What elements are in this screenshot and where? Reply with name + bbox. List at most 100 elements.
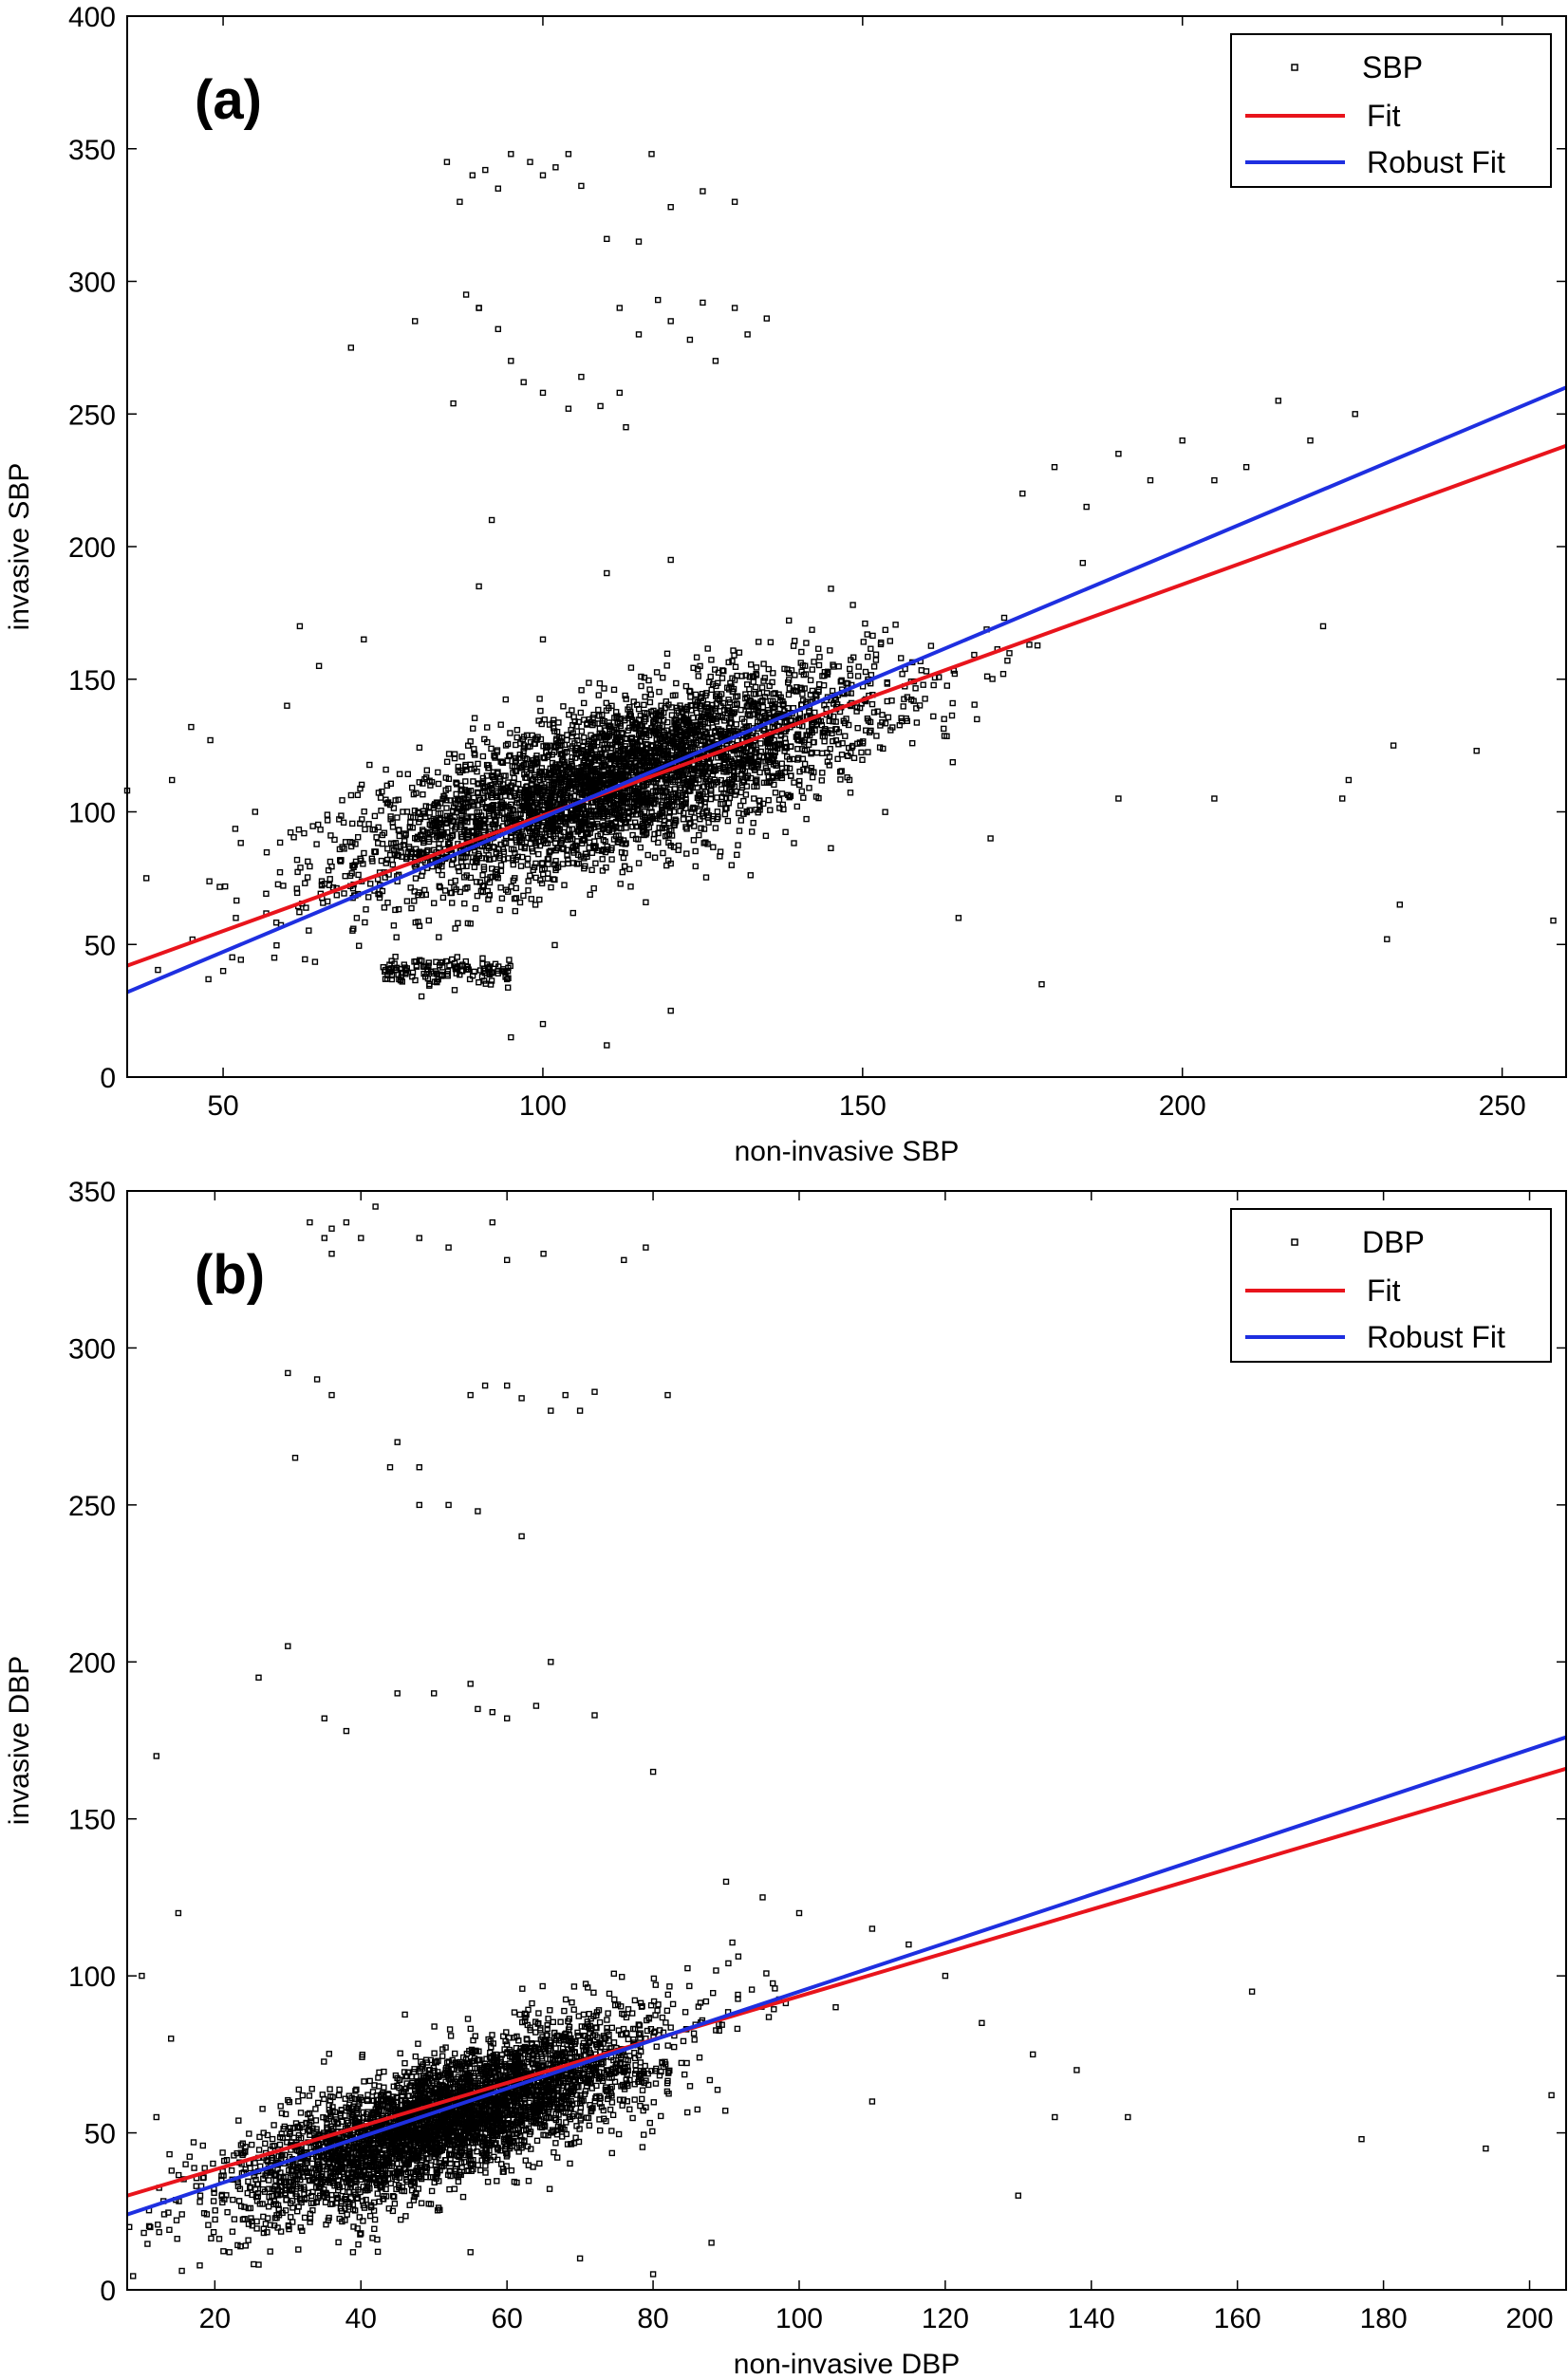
scatter-point <box>510 857 516 864</box>
scatter-point <box>697 791 703 799</box>
scatter-point <box>735 842 741 848</box>
scatter-point <box>779 801 786 809</box>
scatter-point <box>612 833 620 840</box>
scatter-point <box>683 850 690 857</box>
scatter-point <box>696 776 702 783</box>
scatter-point <box>409 825 416 831</box>
scatter-point <box>656 825 663 831</box>
scatter-point <box>653 783 660 790</box>
scatter-point <box>753 691 759 697</box>
scatter-point <box>790 687 796 694</box>
scatter-point <box>426 809 433 816</box>
scatter-point <box>516 752 523 758</box>
scatter-point <box>393 844 400 850</box>
scatter-point <box>762 716 770 722</box>
scatter-point <box>627 664 635 671</box>
scatter-point <box>524 855 532 862</box>
scatter-point <box>675 791 682 799</box>
scatter-point <box>458 807 466 813</box>
scatter-point <box>865 749 871 755</box>
scatter-point <box>620 808 627 814</box>
scatter-point <box>412 849 420 856</box>
scatter-point <box>587 891 593 898</box>
scatter-point <box>782 745 790 752</box>
scatter-point <box>892 622 899 628</box>
scatter-point <box>518 844 525 850</box>
scatter-point <box>457 808 464 815</box>
y-tick-label: 100 <box>68 798 116 829</box>
scatter-point <box>811 659 817 665</box>
scatter-point <box>474 768 480 775</box>
scatter-point <box>514 853 521 860</box>
scatter-point <box>443 758 451 765</box>
scatter-point <box>578 728 586 734</box>
scatter-point <box>617 744 625 751</box>
scatter-point <box>555 719 562 726</box>
scatter-point <box>464 799 471 806</box>
scatter-point <box>646 698 654 706</box>
scatter-point <box>355 871 362 879</box>
y-tick-label: 0 <box>100 1063 116 1094</box>
scatter-point <box>772 690 778 697</box>
scatter-point <box>464 815 471 822</box>
scatter-point <box>472 905 479 912</box>
scatter-point <box>775 771 782 777</box>
scatter-point <box>482 805 490 811</box>
scatter-point <box>808 751 814 757</box>
scatter-point <box>663 779 670 786</box>
scatter-point <box>400 842 407 848</box>
scatter-point <box>391 850 398 857</box>
scatter-point <box>717 713 724 719</box>
scatter-point <box>357 785 364 792</box>
scatter-point <box>497 884 504 891</box>
scatter-point <box>826 762 832 769</box>
scatter-point <box>632 823 640 829</box>
scatter-point <box>470 725 476 732</box>
scatter-point <box>849 602 856 608</box>
scatter-point <box>809 666 815 673</box>
scatter-point <box>753 807 759 813</box>
scatter-point <box>763 690 771 697</box>
scatter-point <box>496 906 503 914</box>
scatter-point <box>898 655 905 661</box>
scatter-point <box>471 715 478 721</box>
scatter-point <box>627 883 634 890</box>
scatter-point <box>948 712 956 719</box>
scatter-point <box>560 845 567 851</box>
scatter-point <box>750 679 756 685</box>
scatter-point <box>476 879 484 885</box>
scatter-point <box>869 632 876 640</box>
scatter-point <box>620 731 626 737</box>
scatter-point <box>390 922 398 929</box>
scatter-point <box>719 675 726 681</box>
scatter-point <box>349 863 356 869</box>
scatter-point <box>347 791 355 799</box>
scatter-point <box>600 837 607 844</box>
scatter-point <box>704 724 711 732</box>
scatter-point <box>455 796 461 804</box>
scatter-point <box>778 790 786 797</box>
scatter-point <box>671 802 678 809</box>
scatter-point <box>448 889 455 897</box>
scatter-point <box>409 784 416 791</box>
scatter-point <box>837 679 844 685</box>
scatter-point <box>477 887 485 894</box>
scatter-point <box>513 884 519 892</box>
scatter-point <box>513 727 521 734</box>
scatter-point <box>777 694 784 700</box>
scatter-point <box>491 753 498 760</box>
scatter-point <box>789 716 795 724</box>
y-tick-label: 150 <box>68 665 116 697</box>
y-tick-label: 400 <box>68 2 116 33</box>
scatter-point <box>738 716 745 722</box>
scatter-point <box>742 691 749 697</box>
scatter-point <box>809 626 815 633</box>
scatter-point <box>591 720 598 727</box>
scatter-point <box>383 800 390 807</box>
scatter-point <box>622 849 628 857</box>
scatter-point <box>673 679 680 687</box>
scatter-point <box>452 877 458 884</box>
scatter-point <box>301 829 308 837</box>
scatter-point <box>761 725 768 733</box>
scatter-point <box>608 702 615 709</box>
